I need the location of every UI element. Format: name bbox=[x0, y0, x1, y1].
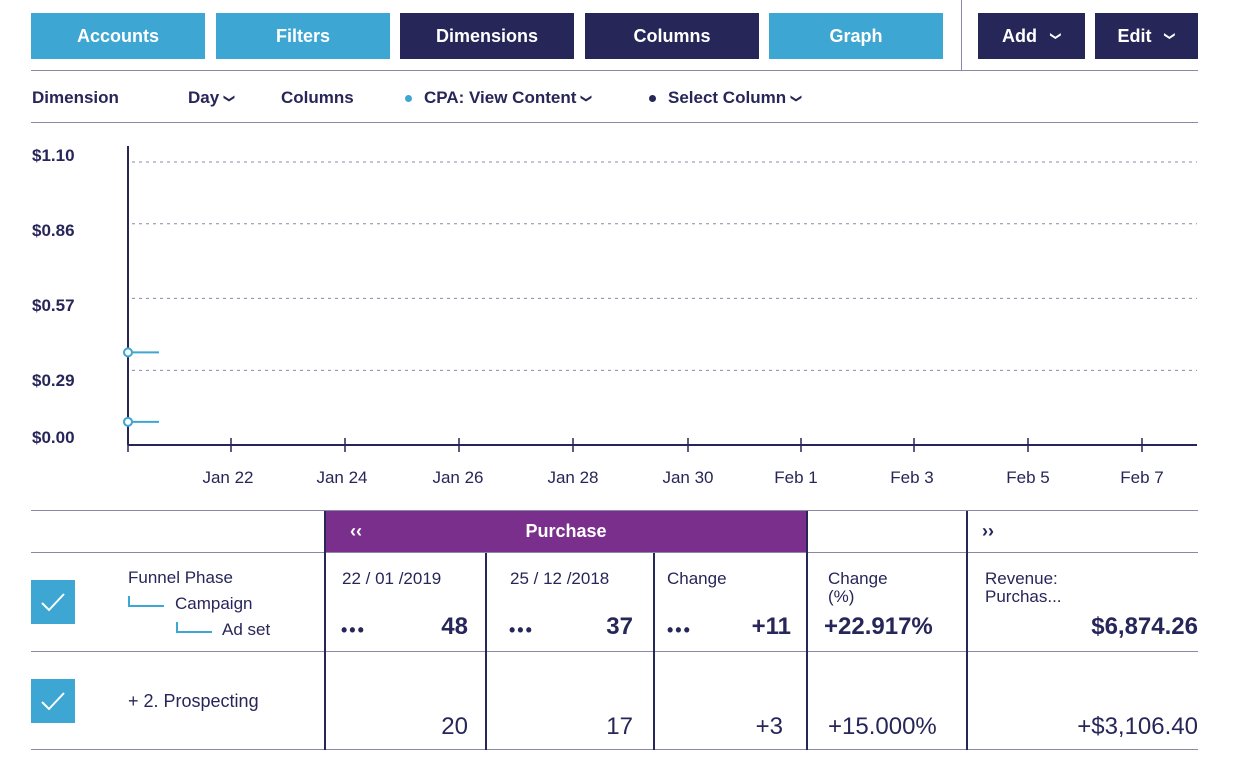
column-select-secondary[interactable]: Select Column ❯ bbox=[649, 86, 802, 110]
dimension-select-value: Day bbox=[188, 88, 220, 107]
column-header-change: Change bbox=[667, 569, 727, 588]
toolbar-divider bbox=[31, 70, 1198, 71]
row-current: 20 bbox=[441, 713, 468, 740]
select-all-checkbox[interactable] bbox=[31, 580, 75, 624]
table-top-border bbox=[31, 510, 1198, 511]
y-tick-label: $1.10 bbox=[32, 146, 75, 165]
total-change-percent: +22.917% bbox=[824, 613, 933, 640]
x-tick-label: Jan 22 bbox=[202, 468, 254, 487]
add-button-label: Add bbox=[1001, 25, 1037, 46]
y-tick-label: $0.86 bbox=[32, 221, 75, 240]
series-dot-icon bbox=[405, 94, 412, 102]
tree-connector-icon bbox=[128, 596, 164, 607]
total-revenue: $6,874.26 bbox=[1091, 613, 1198, 640]
tree-connector-icon bbox=[176, 622, 212, 633]
y-tick-label: $0.29 bbox=[32, 371, 75, 390]
column-select-secondary-value: Select Column bbox=[668, 88, 787, 107]
row-label-prospecting[interactable]: + 2. Prospecting bbox=[128, 691, 259, 711]
column-divider bbox=[806, 511, 808, 750]
row-checkbox[interactable] bbox=[31, 679, 75, 723]
x-tick-label: Feb 1 bbox=[774, 468, 818, 487]
column-header-date-previous: 25 / 12 /2018 bbox=[510, 569, 610, 588]
column-select-primary[interactable]: CPA: View Content ❯ bbox=[405, 86, 593, 110]
dimension-select[interactable]: Day ❯ bbox=[188, 86, 235, 110]
x-tick-label: Jan 28 bbox=[547, 468, 599, 487]
accounts-button[interactable]: Accounts bbox=[31, 13, 205, 59]
more-options-button[interactable]: ••• bbox=[509, 620, 534, 640]
checkmark-icon bbox=[41, 692, 65, 711]
dimension-label: Dimension bbox=[32, 88, 119, 107]
hierarchy-level-1: Funnel Phase bbox=[128, 568, 233, 587]
filters-button[interactable]: Filters bbox=[216, 13, 390, 59]
prev-columns-button[interactable]: ‹‹ bbox=[350, 521, 362, 541]
row-previous: 17 bbox=[606, 713, 633, 740]
x-tick-label: Jan 30 bbox=[662, 468, 714, 487]
y-tick-label: $0.00 bbox=[32, 428, 75, 447]
row-revenue: +$3,106.40 bbox=[1077, 713, 1198, 740]
chart-plot bbox=[123, 146, 1197, 452]
series-dot-icon bbox=[649, 94, 656, 102]
more-options-button[interactable]: ••• bbox=[667, 620, 692, 640]
graph-button[interactable]: Graph bbox=[769, 13, 943, 59]
add-button[interactable]: Add ❯ bbox=[978, 13, 1085, 59]
purchase-group-header: ‹‹ Purchase bbox=[325, 511, 807, 553]
data-point bbox=[123, 347, 133, 358]
x-tick-label: Feb 3 bbox=[890, 468, 934, 487]
x-tick-label: Feb 7 bbox=[1120, 468, 1164, 487]
dimensions-button[interactable]: Dimensions bbox=[400, 13, 574, 59]
hierarchy-level-3: Ad set bbox=[222, 620, 271, 639]
column-select-primary-value: CPA: View Content bbox=[424, 88, 577, 107]
column-divider bbox=[485, 553, 487, 750]
column-divider bbox=[966, 511, 968, 750]
columns-button[interactable]: Columns bbox=[585, 13, 759, 59]
column-header-change-percent: Change (%) bbox=[828, 569, 888, 606]
total-current: 48 bbox=[441, 613, 468, 640]
x-tick-label: Jan 24 bbox=[316, 468, 368, 487]
hierarchy-level-2: Campaign bbox=[175, 594, 253, 613]
checkmark-icon bbox=[41, 593, 65, 612]
column-header-date-current: 22 / 01 /2019 bbox=[342, 569, 442, 588]
columns-label: Columns bbox=[281, 88, 354, 107]
x-tick-label: Jan 26 bbox=[432, 468, 484, 487]
edit-button-label: Edit bbox=[1117, 25, 1152, 46]
total-change: +11 bbox=[751, 613, 791, 640]
column-divider bbox=[324, 511, 326, 750]
x-tick-label: Feb 5 bbox=[1006, 468, 1050, 487]
column-header-revenue: Revenue: Purchas... bbox=[985, 569, 1062, 606]
dimension-divider bbox=[31, 122, 1198, 123]
edit-button[interactable]: Edit ❯ bbox=[1095, 13, 1198, 59]
data-point bbox=[123, 416, 133, 427]
table-header-border bbox=[31, 552, 1198, 553]
more-options-button[interactable]: ••• bbox=[341, 620, 366, 640]
purchase-group-label: Purchase bbox=[525, 521, 607, 541]
total-previous: 37 bbox=[606, 613, 633, 640]
y-tick-label: $0.57 bbox=[32, 296, 75, 315]
row-change-percent: +15.000% bbox=[828, 713, 937, 740]
column-divider bbox=[653, 553, 655, 750]
row-change: +3 bbox=[755, 713, 783, 740]
table-bottom-border bbox=[31, 749, 1198, 750]
table-row-border bbox=[31, 651, 1198, 652]
next-columns-button[interactable]: ›› bbox=[982, 521, 994, 541]
toolbar-separator bbox=[961, 0, 962, 71]
